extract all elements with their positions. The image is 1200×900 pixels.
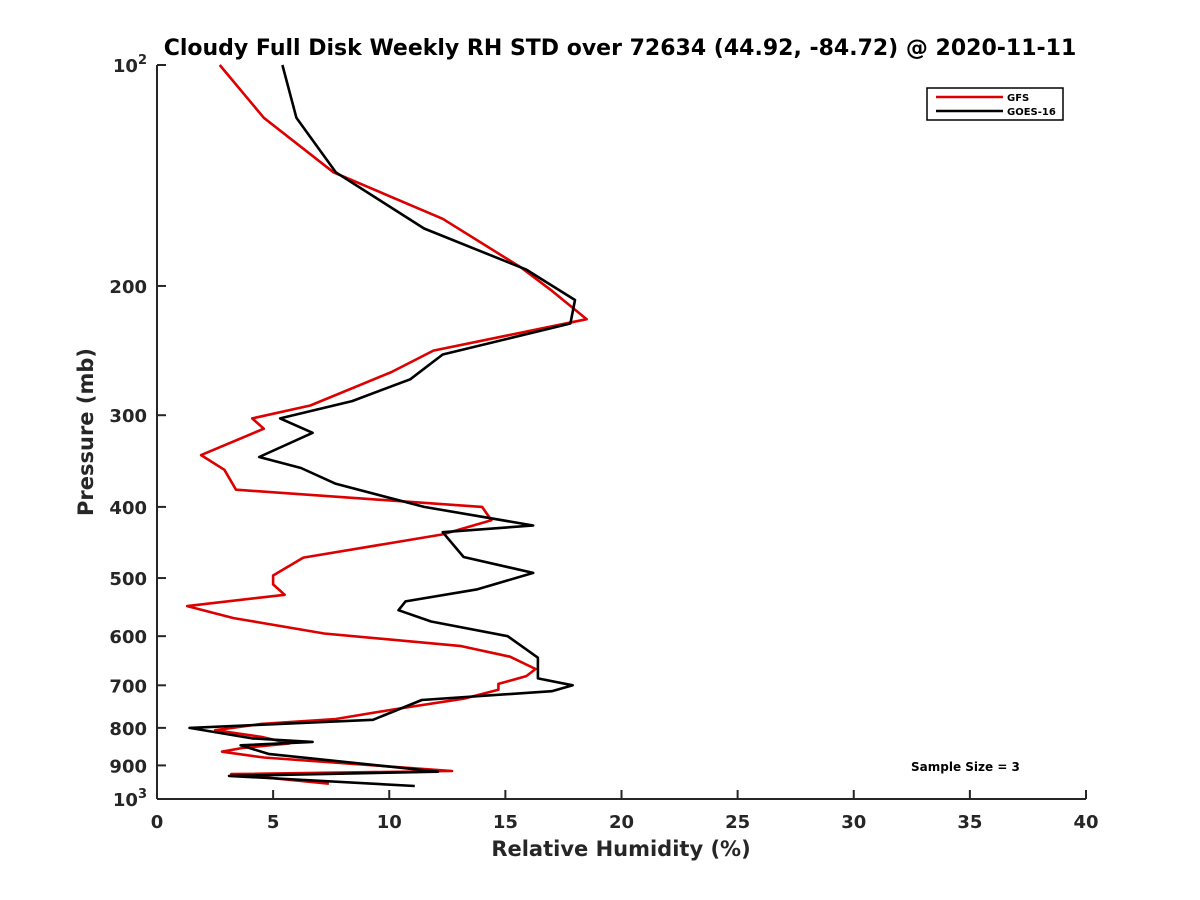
y-axis-label: Pressure (mb): [74, 348, 98, 516]
x-tick-label-2: 10: [377, 812, 402, 833]
y-tick-text-3: 400: [109, 498, 147, 519]
y-tick-label-9: 103: [113, 787, 147, 811]
y-tick-text-8: 900: [109, 756, 147, 777]
x-tick-label-1: 5: [267, 812, 280, 833]
y-tick-label-7: 800: [109, 719, 147, 740]
legend: GFS GOES-16: [926, 87, 1064, 121]
x-tick-label-4: 20: [609, 812, 634, 833]
y-tick-text-5: 600: [109, 627, 147, 648]
y-tick-text-6: 700: [109, 676, 147, 697]
series-layer: [185, 64, 589, 788]
legend-box: [926, 87, 1064, 121]
x-tick-label-7: 35: [957, 812, 982, 833]
x-axis-label: Relative Humidity (%): [491, 837, 750, 861]
series-line-gfs: [185, 64, 589, 785]
chart-title: Cloudy Full Disk Weekly RH STD over 7263…: [164, 36, 1077, 61]
legend-label-gfs: GFS: [1007, 93, 1029, 104]
x-tick-label-6: 30: [841, 812, 866, 833]
x-tick-label-5: 25: [725, 812, 750, 833]
y-tick-text-0: 10: [113, 56, 138, 77]
y-tick-text-2: 300: [109, 406, 147, 427]
y-tick-label-3: 400: [109, 498, 147, 519]
y-tick-text-9: 10: [113, 790, 138, 811]
y-tick-text-7: 800: [109, 719, 147, 740]
y-tick-label-1: 200: [109, 277, 147, 298]
y-tick-label-4: 500: [109, 569, 147, 590]
y-tick-label-2: 300: [109, 406, 147, 427]
y-tick-exponent-0: 2: [138, 53, 147, 68]
x-tick-label-0: 0: [151, 812, 164, 833]
y-tick-label-0: 102: [113, 53, 147, 77]
y-tick-text-4: 500: [109, 569, 147, 590]
sample-size-annotation: Sample Size = 3: [911, 760, 1020, 774]
x-axis-ticks: 0 5 10 15 20 25 30 35 40: [151, 790, 1099, 833]
y-tick-label-8: 900: [109, 756, 147, 777]
plot-area: [157, 65, 1086, 799]
legend-label-goes-16: GOES-16: [1007, 107, 1056, 118]
series-line-goes-16: [188, 64, 577, 788]
y-tick-text-1: 200: [109, 277, 147, 298]
x-tick-label-8: 40: [1073, 812, 1098, 833]
y-tick-exponent-9: 3: [138, 787, 147, 802]
y-tick-label-6: 700: [109, 676, 147, 697]
y-tick-label-5: 600: [109, 627, 147, 648]
x-tick-label-3: 15: [493, 812, 518, 833]
